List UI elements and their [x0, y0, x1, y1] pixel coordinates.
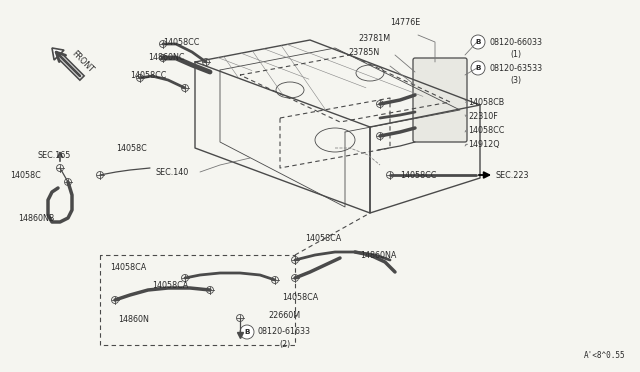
- Text: 23781M: 23781M: [358, 33, 390, 42]
- Text: (3): (3): [510, 76, 521, 84]
- Text: 14058CC: 14058CC: [163, 38, 200, 46]
- Text: B: B: [476, 39, 481, 45]
- Text: 08120-61633: 08120-61633: [258, 327, 311, 337]
- Text: (1): (1): [510, 49, 521, 58]
- Circle shape: [471, 35, 485, 49]
- Text: FRONT: FRONT: [70, 49, 95, 75]
- Text: 14058CB: 14058CB: [468, 97, 504, 106]
- Text: 08120-66033: 08120-66033: [490, 38, 543, 46]
- Text: 22310F: 22310F: [468, 112, 498, 121]
- Text: 14776E: 14776E: [390, 17, 420, 26]
- FancyArrow shape: [52, 48, 84, 80]
- Text: 23785N: 23785N: [348, 48, 380, 57]
- Text: 14912Q: 14912Q: [468, 140, 500, 148]
- Text: 08120-63533: 08120-63533: [490, 64, 543, 73]
- Text: 14058CA: 14058CA: [282, 294, 318, 302]
- Text: SEC.223: SEC.223: [496, 170, 529, 180]
- Text: 14860NB: 14860NB: [18, 214, 54, 222]
- Text: 14058CA: 14058CA: [152, 280, 188, 289]
- Text: (2): (2): [280, 340, 291, 349]
- Text: 14860N: 14860N: [118, 315, 149, 324]
- Text: 14860NC: 14860NC: [148, 52, 184, 61]
- Text: 14058CA: 14058CA: [305, 234, 341, 243]
- Text: 14058C: 14058C: [116, 144, 147, 153]
- Circle shape: [471, 61, 485, 75]
- Text: SEC.140: SEC.140: [155, 167, 188, 176]
- Circle shape: [240, 325, 254, 339]
- Text: 22660M: 22660M: [268, 311, 300, 320]
- Text: A'<8^0.55: A'<8^0.55: [584, 351, 625, 360]
- FancyBboxPatch shape: [413, 58, 467, 142]
- Text: 14058CA: 14058CA: [110, 263, 147, 273]
- Text: B: B: [476, 65, 481, 71]
- Text: SEC.165: SEC.165: [38, 151, 72, 160]
- Text: B: B: [244, 329, 250, 335]
- Text: 14058C: 14058C: [10, 170, 41, 180]
- Text: 14860NA: 14860NA: [360, 250, 396, 260]
- Text: 14058CC: 14058CC: [130, 71, 166, 80]
- Text: 14058CC: 14058CC: [400, 170, 436, 180]
- Text: 14058CC: 14058CC: [468, 125, 504, 135]
